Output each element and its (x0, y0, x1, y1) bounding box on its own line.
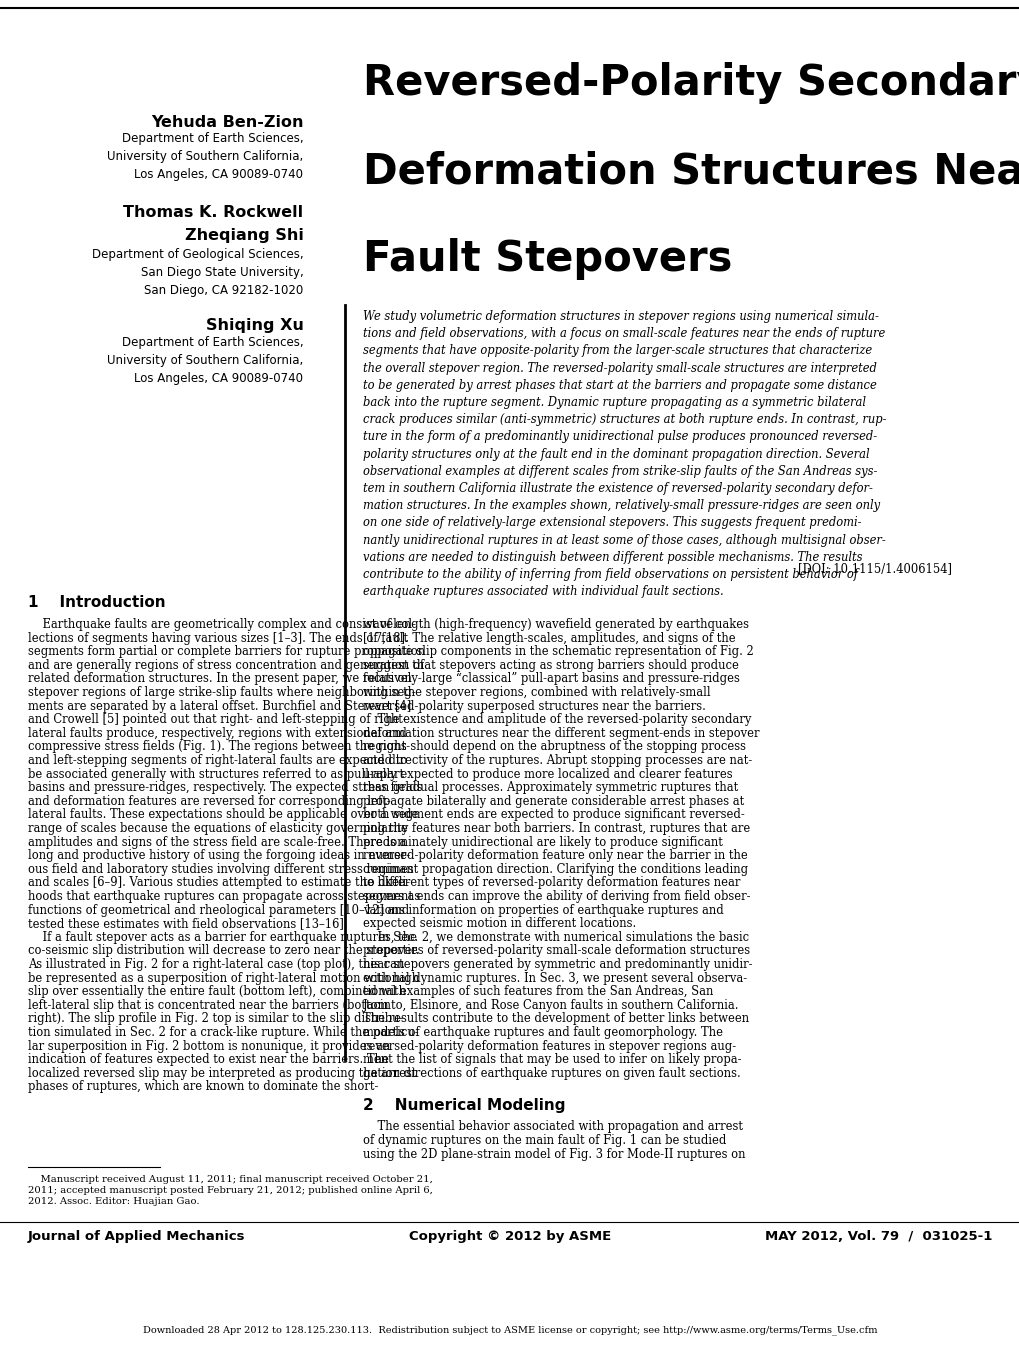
Text: within the stepover regions, combined with relatively-small: within the stepover regions, combined wi… (363, 687, 709, 699)
Text: lections of segments having various sizes [1–3]. The ends of fault: lections of segments having various size… (28, 631, 408, 645)
Text: and scales [6–9]. Various studies attempted to estimate the likeli-: and scales [6–9]. Various studies attemp… (28, 877, 410, 889)
Text: functions of geometrical and rheological parameters [10–12] and: functions of geometrical and rheological… (28, 904, 409, 916)
Text: and directivity of the ruptures. Abrupt stopping processes are nat-: and directivity of the ruptures. Abrupt … (363, 754, 751, 768)
Text: [DOI: 10.1115/1.4006154]: [DOI: 10.1115/1.4006154] (797, 561, 951, 575)
Text: predominately unidirectional are likely to produce significant: predominately unidirectional are likely … (363, 835, 721, 849)
Text: The existence and amplitude of the reversed-polarity secondary: The existence and amplitude of the rever… (363, 714, 750, 726)
Text: range of scales because the equations of elasticity governing the: range of scales because the equations of… (28, 822, 408, 835)
Text: tional examples of such features from the San Andreas, San: tional examples of such features from th… (363, 985, 712, 998)
Text: to different types of reversed-polarity deformation features near: to different types of reversed-polarity … (363, 877, 740, 889)
Text: regions should depend on the abruptness of the stopping process: regions should depend on the abruptness … (363, 741, 745, 753)
Text: than gradual processes. Approximately symmetric ruptures that: than gradual processes. Approximately sy… (363, 781, 738, 795)
Text: near stepovers generated by symmetric and predominantly unidir-: near stepovers generated by symmetric an… (363, 958, 752, 971)
Text: wavelength (high-frequency) wavefield generated by earthquakes: wavelength (high-frequency) wavefield ge… (363, 618, 748, 631)
Text: reversed-polarity superposed structures near the barriers.: reversed-polarity superposed structures … (363, 700, 705, 712)
Text: The essential behavior associated with propagation and arrest: The essential behavior associated with p… (363, 1121, 742, 1133)
Text: segment ends can improve the ability of deriving from field obser-: segment ends can improve the ability of … (363, 890, 750, 902)
Text: expected seismic motion in different locations.: expected seismic motion in different loc… (363, 917, 636, 931)
Text: The results contribute to the development of better links between: The results contribute to the developmen… (363, 1012, 748, 1025)
Text: and Crowell [5] pointed out that right- and left-stepping of right-: and Crowell [5] pointed out that right- … (28, 714, 407, 726)
Text: Jacinto, Elsinore, and Rose Canyon faults in southern California.: Jacinto, Elsinore, and Rose Canyon fault… (363, 998, 739, 1012)
Text: urally expected to produce more localized and clearer features: urally expected to produce more localize… (363, 768, 732, 781)
Text: Deformation Structures Near: Deformation Structures Near (363, 150, 1019, 192)
Text: models of earthquake ruptures and fault geomorphology. The: models of earthquake ruptures and fault … (363, 1027, 722, 1039)
Text: As illustrated in Fig. 2 for a right-lateral case (top plot), this can: As illustrated in Fig. 2 for a right-lat… (28, 958, 404, 971)
Text: long and productive history of using the forgoing ideas in numer-: long and productive history of using the… (28, 850, 410, 862)
Text: Department of Earth Sciences,
University of Southern California,
Los Angeles, CA: Department of Earth Sciences, University… (107, 336, 303, 384)
Text: lar superposition in Fig. 2 bottom is nonunique, it provides an: lar superposition in Fig. 2 bottom is no… (28, 1040, 390, 1052)
Text: Downloaded 28 Apr 2012 to 128.125.230.113.  Redistribution subject to ASME licen: Downloaded 28 Apr 2012 to 128.125.230.11… (143, 1325, 876, 1334)
Text: right). The slip profile in Fig. 2 top is similar to the slip distribu-: right). The slip profile in Fig. 2 top i… (28, 1012, 403, 1025)
Text: Yehuda Ben-Zion: Yehuda Ben-Zion (151, 115, 303, 130)
Text: 2012. Assoc. Editor: Huajian Gao.: 2012. Assoc. Editor: Huajian Gao. (28, 1197, 200, 1206)
Text: suggest that stepovers acting as strong barriers should produce: suggest that stepovers acting as strong … (363, 658, 738, 672)
Text: lateral faults produce, respectively, regions with extensional and: lateral faults produce, respectively, re… (28, 727, 407, 739)
Text: stepover regions of large strike-slip faults where neighboring seg-: stepover regions of large strike-slip fa… (28, 687, 415, 699)
Text: using the 2D plane-strain model of Fig. 3 for Mode-II ruptures on: using the 2D plane-strain model of Fig. … (363, 1148, 745, 1160)
Text: left-lateral slip that is concentrated near the barriers (bottom: left-lateral slip that is concentrated n… (28, 998, 388, 1012)
Text: segments form partial or complete barriers for rupture propagation: segments form partial or complete barrie… (28, 645, 425, 658)
Text: ment the list of signals that may be used to infer on likely propa-: ment the list of signals that may be use… (363, 1054, 741, 1066)
Text: and deformation features are reversed for corresponding left-: and deformation features are reversed fo… (28, 795, 390, 808)
Text: [17,18]. The relative length-scales, amplitudes, and signs of the: [17,18]. The relative length-scales, amp… (363, 631, 735, 645)
Text: dominant propagation direction. Clarifying the conditions leading: dominant propagation direction. Clarifyi… (363, 863, 747, 876)
Text: lateral faults. These expectations should be applicable over a wide: lateral faults. These expectations shoul… (28, 808, 418, 822)
Text: slip over essentially the entire fault (bottom left), combined with: slip over essentially the entire fault (… (28, 985, 406, 998)
Text: vations information on properties of earthquake ruptures and: vations information on properties of ear… (363, 904, 722, 916)
Text: tested these estimates with field observations [13–16].: tested these estimates with field observ… (28, 917, 347, 931)
Text: and left-stepping segments of right-lateral faults are expected to: and left-stepping segments of right-late… (28, 754, 407, 768)
Text: ectional dynamic ruptures. In Sec. 3, we present several observa-: ectional dynamic ruptures. In Sec. 3, we… (363, 971, 746, 985)
Text: polarity features near both barriers. In contrast, ruptures that are: polarity features near both barriers. In… (363, 822, 749, 835)
Text: Department of Geological Sciences,
San Diego State University,
San Diego, CA 921: Department of Geological Sciences, San D… (92, 248, 303, 297)
Text: Fault Stepovers: Fault Stepovers (363, 237, 732, 281)
Text: opposite slip components in the schematic representation of Fig. 2: opposite slip components in the schemati… (363, 645, 753, 658)
Text: If a fault stepover acts as a barrier for earthquake ruptures, the: If a fault stepover acts as a barrier fo… (28, 931, 417, 944)
Text: be associated generally with structures referred to as pull-apart: be associated generally with structures … (28, 768, 404, 781)
Text: reversed-polarity deformation features in stepover regions aug-: reversed-polarity deformation features i… (363, 1040, 735, 1052)
Text: reversed-polarity deformation feature only near the barrier in the: reversed-polarity deformation feature on… (363, 850, 747, 862)
Text: Zheqiang Shi: Zheqiang Shi (184, 228, 303, 243)
Text: basins and pressure-ridges, respectively. The expected stress fields: basins and pressure-ridges, respectively… (28, 781, 422, 795)
Text: Shiqing Xu: Shiqing Xu (205, 318, 303, 333)
Text: related deformation structures. In the present paper, we focus on: related deformation structures. In the p… (28, 672, 412, 685)
Text: indication of features expected to exist near the barriers. The: indication of features expected to exist… (28, 1054, 388, 1066)
Text: In Sec. 2, we demonstrate with numerical simulations the basic: In Sec. 2, we demonstrate with numerical… (363, 931, 748, 944)
Text: of dynamic ruptures on the main fault of Fig. 1 can be studied: of dynamic ruptures on the main fault of… (363, 1135, 726, 1147)
Text: gation directions of earthquake ruptures on given fault sections.: gation directions of earthquake ruptures… (363, 1067, 740, 1079)
Text: and are generally regions of stress concentration and generation of: and are generally regions of stress conc… (28, 658, 424, 672)
Text: localized reversed slip may be interpreted as producing the arrest: localized reversed slip may be interpret… (28, 1067, 416, 1079)
Text: tion simulated in Sec. 2 for a crack-like rupture. While the particu-: tion simulated in Sec. 2 for a crack-lik… (28, 1027, 418, 1039)
Text: Thomas K. Rockwell: Thomas K. Rockwell (123, 205, 303, 220)
Text: 2    Numerical Modeling: 2 Numerical Modeling (363, 1098, 565, 1113)
Text: hoods that earthquake ruptures can propagate across stepovers as: hoods that earthquake ruptures can propa… (28, 890, 420, 902)
Text: Department of Earth Sciences,
University of Southern California,
Los Angeles, CA: Department of Earth Sciences, University… (107, 132, 303, 181)
Text: amplitudes and signs of the stress field are scale-free. There is a: amplitudes and signs of the stress field… (28, 835, 406, 849)
Text: Manuscript received August 11, 2011; final manuscript received October 21,: Manuscript received August 11, 2011; fin… (28, 1175, 432, 1184)
Text: relatively-large “classical” pull-apart basins and pressure-ridges: relatively-large “classical” pull-apart … (363, 672, 739, 685)
Text: 1    Introduction: 1 Introduction (28, 595, 165, 610)
Text: be represented as a superposition of right-lateral motion with high: be represented as a superposition of rig… (28, 971, 419, 985)
Text: both segment ends are expected to produce significant reversed-: both segment ends are expected to produc… (363, 808, 744, 822)
Text: Reversed-Polarity Secondary: Reversed-Polarity Secondary (363, 62, 1019, 104)
Text: compressive stress fields (Fig. 1). The regions between the right-: compressive stress fields (Fig. 1). The … (28, 741, 410, 753)
Text: ous field and laboratory studies involving different stress regimes: ous field and laboratory studies involvi… (28, 863, 414, 876)
Text: Journal of Applied Mechanics: Journal of Applied Mechanics (28, 1230, 246, 1242)
Text: properties of reversed-polarity small-scale deformation structures: properties of reversed-polarity small-sc… (363, 944, 749, 958)
Text: co-seismic slip distribution will decrease to zero near the stepover.: co-seismic slip distribution will decrea… (28, 944, 419, 958)
Text: propagate bilaterally and generate considerable arrest phases at: propagate bilaterally and generate consi… (363, 795, 743, 808)
Text: deformation structures near the different segment-ends in stepover: deformation structures near the differen… (363, 727, 758, 739)
Text: 2011; accepted manuscript posted February 21, 2012; published online April 6,: 2011; accepted manuscript posted Februar… (28, 1186, 432, 1195)
Text: We study volumetric deformation structures in stepover regions using numerical s: We study volumetric deformation structur… (363, 310, 886, 598)
Text: phases of ruptures, which are known to dominate the short-: phases of ruptures, which are known to d… (28, 1081, 378, 1094)
Text: ments are separated by a lateral offset. Burchfiel and Stewart [4]: ments are separated by a lateral offset.… (28, 700, 411, 712)
Text: Copyright © 2012 by ASME: Copyright © 2012 by ASME (409, 1230, 610, 1242)
Text: MAY 2012, Vol. 79  /  031025-1: MAY 2012, Vol. 79 / 031025-1 (764, 1230, 991, 1242)
Text: Earthquake faults are geometrically complex and consist of col-: Earthquake faults are geometrically comp… (28, 618, 416, 631)
